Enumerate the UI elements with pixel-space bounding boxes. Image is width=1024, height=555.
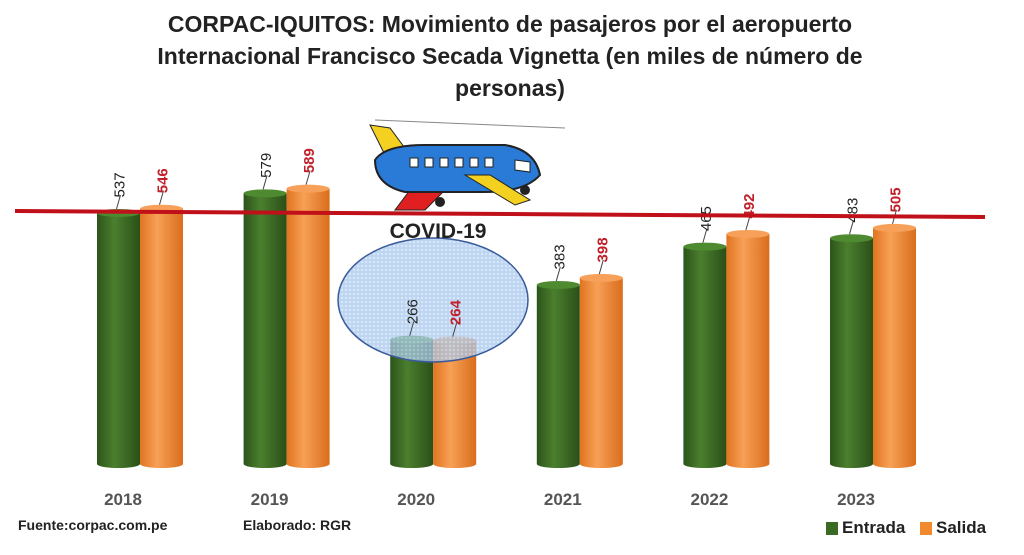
- bar-entrada-2022: [683, 242, 727, 468]
- legend-label-salida: Salida: [936, 518, 987, 537]
- data-label: 505: [888, 187, 905, 212]
- bar-salida-2021: [579, 273, 623, 468]
- data-label: 579: [258, 153, 275, 178]
- data-label: 546: [155, 168, 172, 193]
- data-label: 483: [845, 198, 862, 223]
- data-label: 266: [405, 299, 422, 324]
- leader-line: [262, 175, 268, 190]
- leader-line: [452, 322, 458, 337]
- x-tick-label: 2019: [251, 490, 289, 509]
- leader-line: [555, 266, 561, 282]
- bar-salida-2022: [726, 229, 770, 468]
- leader-line: [116, 194, 121, 210]
- bar-entrada-2019: [243, 189, 287, 468]
- legend-swatch-entrada: [826, 521, 838, 535]
- data-label: 264: [448, 299, 465, 325]
- bar-salida-2023: [873, 223, 916, 468]
- x-tick-label: 2022: [690, 490, 728, 509]
- x-tick-label: 2020: [397, 490, 435, 509]
- data-label: 492: [741, 193, 758, 218]
- covid-annotation: COVID-19: [390, 220, 487, 243]
- leader-line: [598, 259, 604, 275]
- data-label: 383: [551, 244, 568, 269]
- data-label: 537: [112, 172, 129, 197]
- leader-line: [702, 228, 708, 243]
- bar-entrada-2021: [536, 280, 580, 468]
- legend-swatch-salida: [920, 521, 932, 535]
- covid-ellipse: [337, 237, 529, 363]
- x-tick-label: 2018: [104, 490, 142, 509]
- x-tick-label: 2021: [544, 490, 582, 509]
- leader-line: [849, 220, 854, 235]
- legend-label-entrada: Entrada: [842, 518, 906, 537]
- legend-entrada: Entrada: [826, 518, 905, 538]
- bar-salida-2018: [140, 204, 183, 468]
- bar-salida-2019: [286, 184, 330, 468]
- leader-line: [409, 321, 415, 336]
- leader-line: [159, 190, 164, 205]
- source-note: Fuente:corpac.com.pe: [18, 517, 168, 533]
- x-tick-label: 2023: [837, 490, 875, 509]
- bar-entrada-2023: [830, 234, 873, 468]
- legend-salida: Salida: [920, 518, 986, 538]
- leader-line: [745, 215, 751, 231]
- author-note: Elaborado: RGR: [243, 517, 352, 533]
- chart-title: CORPAC-IQUITOS: Movimiento de pasajeros …: [157, 11, 863, 101]
- reference-line: [14, 209, 986, 219]
- data-label: 398: [594, 237, 611, 262]
- leader-line: [305, 170, 311, 185]
- airplane-icon: [369, 119, 566, 211]
- data-label: 465: [698, 206, 715, 231]
- data-label: 589: [301, 148, 318, 173]
- bar-entrada-2018: [97, 208, 140, 468]
